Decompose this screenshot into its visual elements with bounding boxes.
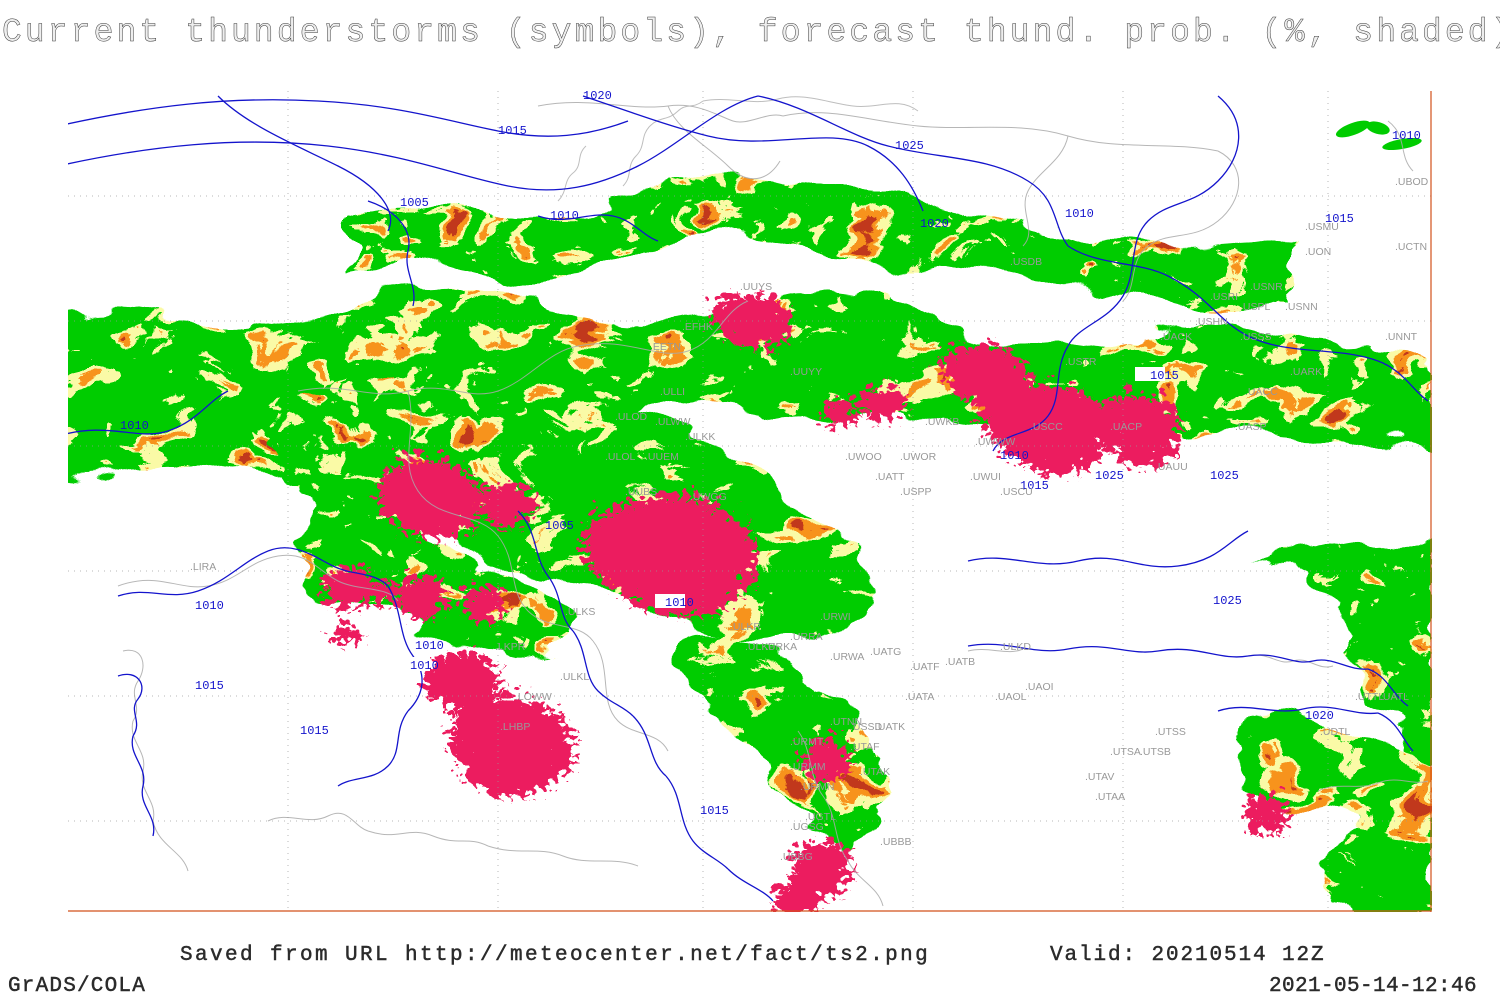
svg-text:.UTAV: .UTAV (1085, 771, 1114, 783)
svg-text:.USHN: .USHN (1195, 316, 1228, 328)
svg-text:1010: 1010 (1392, 129, 1421, 143)
svg-text:.UUBS: .UUBS (625, 486, 657, 498)
svg-text:1010: 1010 (195, 599, 224, 613)
svg-text:.UWOO: .UWOO (845, 451, 882, 463)
svg-text:.UBBG: .UBBG (780, 851, 813, 863)
svg-text:1010: 1010 (120, 419, 149, 433)
svg-text:.UARK: .UARK (1290, 366, 1322, 378)
svg-text:.UATL: .UATL (1380, 691, 1409, 703)
svg-text:.UASP: .UASP (1235, 421, 1267, 433)
svg-text:.USNR: .USNR (1250, 281, 1283, 293)
svg-text:.ULLI: .ULLI (660, 386, 685, 398)
svg-text:.EETN: .EETN (650, 341, 681, 353)
svg-text:.USRI: .USRI (1210, 291, 1238, 303)
svg-text:1005: 1005 (400, 196, 429, 210)
svg-text:.ULKS: .ULKS (565, 606, 595, 618)
svg-text:.UAUU: .UAUU (1155, 461, 1188, 473)
svg-text:.UAOI: .UAOI (1025, 681, 1054, 693)
svg-text:1020: 1020 (583, 91, 612, 103)
svg-text:1010: 1010 (665, 596, 694, 610)
svg-text:.UTAF: .UTAF (850, 741, 880, 753)
svg-text:.UAOL: .UAOL (995, 691, 1027, 703)
svg-text:.URMM: .URMM (790, 761, 826, 773)
svg-text:.URRA: .URRA (790, 631, 823, 643)
svg-text:.LHBP: .LHBP (500, 721, 530, 733)
svg-text:.USDB: .USDB (1010, 256, 1042, 268)
svg-text:.UTSB: .UTSB (1140, 746, 1171, 758)
svg-text:.URMT: .URMT (790, 736, 824, 748)
svg-text:.URWA: .URWA (830, 651, 864, 663)
svg-text:.UWOR: .UWOR (900, 451, 937, 463)
svg-text:.USTR: .USTR (1065, 356, 1097, 368)
svg-text:.EFHK: .EFHK (682, 321, 713, 333)
svg-text:.USCU: .USCU (1000, 486, 1033, 498)
svg-text:.ULKD: .ULKD (1000, 641, 1031, 653)
svg-text:1015: 1015 (1150, 369, 1179, 383)
svg-text:.LIRA: .LIRA (190, 561, 216, 573)
svg-text:.UTAA: .UTAA (1095, 791, 1125, 803)
svg-text:.USNN: .USNN (1285, 301, 1318, 313)
svg-text:1020: 1020 (1305, 709, 1334, 723)
svg-text:1010: 1010 (550, 209, 579, 223)
svg-text:.UBOD: .UBOD (1395, 176, 1429, 188)
svg-text:.UATA: .UATA (905, 691, 934, 703)
svg-text:.UBBB: .UBBB (880, 836, 912, 848)
svg-text:.UWUI: .UWUI (970, 471, 1001, 483)
svg-text:.UWKB: .UWKB (925, 416, 959, 428)
svg-text:1010: 1010 (415, 639, 444, 653)
svg-text:.ULKK: .ULKK (685, 431, 715, 443)
svg-text:.UATT: .UATT (875, 471, 905, 483)
svg-text:.UACC: .UACC (1245, 386, 1278, 398)
svg-text:1015: 1015 (700, 804, 729, 818)
svg-text:.UATF: .UATF (910, 661, 940, 673)
svg-text:1025: 1025 (1095, 469, 1124, 483)
svg-text:.USCC: .USCC (1030, 421, 1063, 433)
svg-text:.UCTN: .UCTN (1395, 241, 1427, 253)
svg-text:.ULOD: .ULOD (615, 411, 648, 423)
svg-text:.UTAK: .UTAK (860, 766, 890, 778)
svg-text:.UTSS: .UTSS (1155, 726, 1186, 738)
svg-text:1025: 1025 (895, 139, 924, 153)
svg-text:.UNNT: .UNNT (1385, 331, 1418, 343)
svg-text:.ULOL: .ULOL (605, 451, 636, 463)
svg-text:.ULWW: .ULWW (655, 416, 690, 428)
svg-text:.UWWW: .UWWW (975, 436, 1015, 448)
svg-text:.USPP: .USPP (900, 486, 932, 498)
svg-text:.UACK: .UACK (1160, 331, 1192, 343)
svg-text:1025: 1025 (1213, 594, 1242, 608)
svg-text:1010: 1010 (1000, 449, 1029, 463)
svg-text:.URMN: .URMN (800, 781, 834, 793)
svg-text:.LKPR: .LKPR (495, 641, 526, 653)
svg-text:.USSD: .USSD (850, 721, 883, 733)
svg-text:.USPL: .USPL (1240, 301, 1271, 313)
svg-text:.UACP: .UACP (1110, 421, 1142, 433)
svg-text:1010: 1010 (410, 659, 439, 673)
svg-text:1010: 1010 (1065, 207, 1094, 221)
svg-text:.LOWW: .LOWW (515, 691, 552, 703)
svg-text:.UON: .UON (1305, 246, 1331, 258)
svg-text:1020: 1020 (920, 217, 949, 231)
svg-text:.UUYY: .UUYY (790, 366, 822, 378)
svg-text:1015: 1015 (195, 679, 224, 693)
svg-text:.UUEM: .UUEM (645, 451, 679, 463)
svg-text:.UATB: .UATB (945, 656, 975, 668)
svg-text:.UUYS: .UUYS (740, 281, 772, 293)
svg-text:.URWI: .URWI (820, 611, 851, 623)
svg-text:1005: 1005 (545, 519, 574, 533)
svg-text:1025: 1025 (1210, 469, 1239, 483)
svg-text:1015: 1015 (300, 724, 329, 738)
svg-text:.ULKL: .ULKL (560, 671, 589, 683)
svg-text:.USSS: .USSS (1240, 331, 1272, 343)
svg-text:.USMU: .USMU (1305, 221, 1339, 233)
svg-text:.UGSG: .UGSG (790, 821, 824, 833)
svg-text:.UWGG: .UWGG (690, 491, 727, 503)
svg-text:.UTSA: .UTSA (1110, 746, 1141, 758)
svg-text:.UDTL: .UDTL (1320, 726, 1350, 738)
svg-text:.UATG: .UATG (870, 646, 901, 658)
svg-text:.ULKR: .ULKR (730, 621, 761, 633)
svg-text:1015: 1015 (498, 124, 527, 138)
